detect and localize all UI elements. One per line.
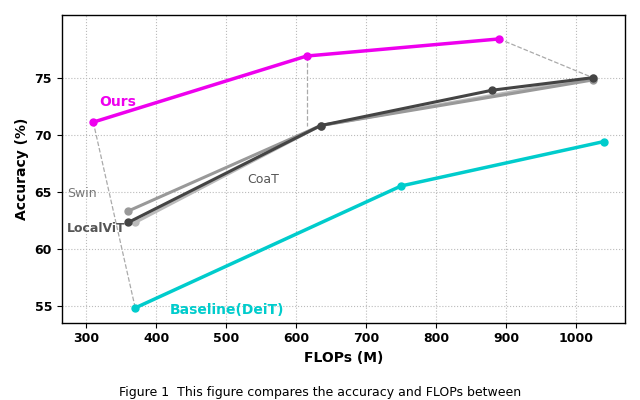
Text: LocalViT: LocalViT bbox=[67, 222, 125, 234]
Y-axis label: Accuracy (%): Accuracy (%) bbox=[15, 118, 29, 220]
X-axis label: FLOPs (M): FLOPs (M) bbox=[304, 351, 383, 365]
Text: Figure 1  This figure compares the accuracy and FLOPs between: Figure 1 This figure compares the accura… bbox=[119, 386, 521, 399]
Text: Baseline(DeiT): Baseline(DeiT) bbox=[170, 303, 285, 317]
Text: CoaT: CoaT bbox=[247, 172, 279, 186]
Text: Swin: Swin bbox=[67, 187, 96, 200]
Text: Ours: Ours bbox=[99, 95, 136, 109]
